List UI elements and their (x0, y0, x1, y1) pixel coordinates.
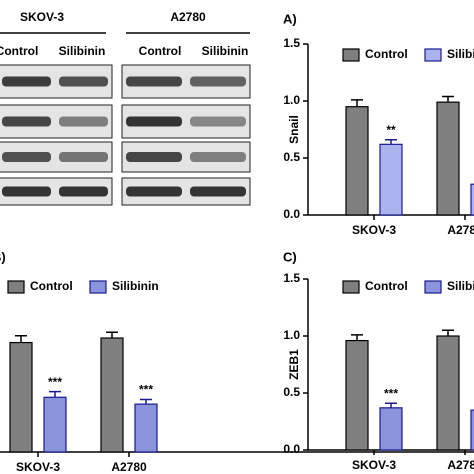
legend-label: Control (365, 47, 408, 61)
legend-label: Control (365, 279, 408, 293)
lane-label: Control (139, 44, 182, 58)
blot-band (2, 116, 51, 127)
blot-band (59, 152, 108, 162)
bar (470, 409, 474, 451)
blot-rows (0, 64, 251, 206)
legend-swatch (424, 280, 442, 294)
blot-band (2, 186, 51, 197)
error-bar (385, 402, 397, 408)
significance-label: *** (139, 383, 153, 397)
bar (379, 143, 403, 216)
error-bar (106, 331, 118, 338)
bar (436, 335, 460, 451)
bar (436, 101, 460, 216)
y-tick-label: 0.0 (283, 207, 300, 221)
error-bar (385, 139, 397, 145)
western-blot: SKOV-3 A2780 Control Silibinin Control S… (0, 10, 251, 206)
error-bar (351, 334, 363, 341)
y-axis-label: Snail (287, 115, 301, 144)
panel-label: A) (283, 11, 297, 26)
legend-swatch (7, 280, 25, 294)
significance-label: *** (384, 386, 398, 400)
blot-band (2, 152, 51, 162)
y-tick-label: 0.0 (283, 442, 300, 456)
legend-swatch (342, 48, 360, 62)
x-tick-label: A2780 (447, 458, 474, 472)
blot-header: A2780 (170, 10, 206, 24)
blot-band (2, 76, 51, 87)
y-tick-label: 0.5 (283, 150, 300, 164)
bar (43, 396, 67, 453)
blot-band (59, 116, 108, 127)
y-tick-label: 0.5 (283, 385, 300, 399)
blot-band (126, 152, 182, 162)
legend-label: Silibinin (447, 47, 474, 61)
legend-label: Silibinin (447, 279, 474, 293)
error-bar (49, 390, 61, 398)
bar (345, 339, 369, 451)
y-axis-label: ZEB1 (287, 349, 301, 380)
bar (100, 337, 124, 453)
blot-band (190, 152, 246, 162)
blot-band (59, 76, 108, 87)
lane-label: Control (0, 44, 38, 58)
bar (134, 403, 158, 453)
blot-band (190, 186, 246, 197)
blot-band (59, 186, 108, 197)
x-tick-label: SKOV-3 (16, 460, 60, 474)
bar (470, 183, 474, 216)
error-bar (442, 329, 454, 336)
x-tick-label: A2780 (447, 223, 474, 237)
x-tick-label: SKOV-3 (352, 223, 396, 237)
bar (379, 407, 403, 451)
lane-label: Silibinin (202, 44, 249, 58)
error-bar (140, 398, 152, 405)
legend-swatch (424, 48, 442, 62)
legend-label: Control (30, 279, 73, 293)
x-tick-label: A2780 (111, 460, 147, 474)
bar (9, 341, 33, 453)
y-tick-label: 1.5 (283, 271, 300, 285)
significance-label: ** (386, 123, 396, 137)
blot-band (190, 76, 246, 87)
error-bar (15, 334, 27, 343)
panel-label: C) (283, 249, 297, 264)
bar (345, 106, 369, 216)
error-bar (442, 95, 454, 103)
y-tick-label: 1.5 (283, 36, 300, 50)
y-tick-label: 1.0 (283, 93, 300, 107)
blot-band (126, 76, 182, 87)
blot-band (190, 116, 246, 127)
legend-swatch (89, 280, 107, 294)
error-bar (351, 99, 363, 107)
y-tick-label: 1.0 (283, 328, 300, 342)
x-tick-label: SKOV-3 (352, 458, 396, 472)
legend-label: Silibinin (112, 279, 159, 293)
blot-header: SKOV-3 (20, 10, 64, 24)
legend-swatch (342, 280, 360, 294)
significance-label: *** (48, 375, 62, 389)
lane-label: Silibinin (59, 44, 106, 58)
blot-band (126, 116, 182, 127)
panel-label: B) (0, 249, 6, 264)
blot-band (126, 186, 182, 197)
